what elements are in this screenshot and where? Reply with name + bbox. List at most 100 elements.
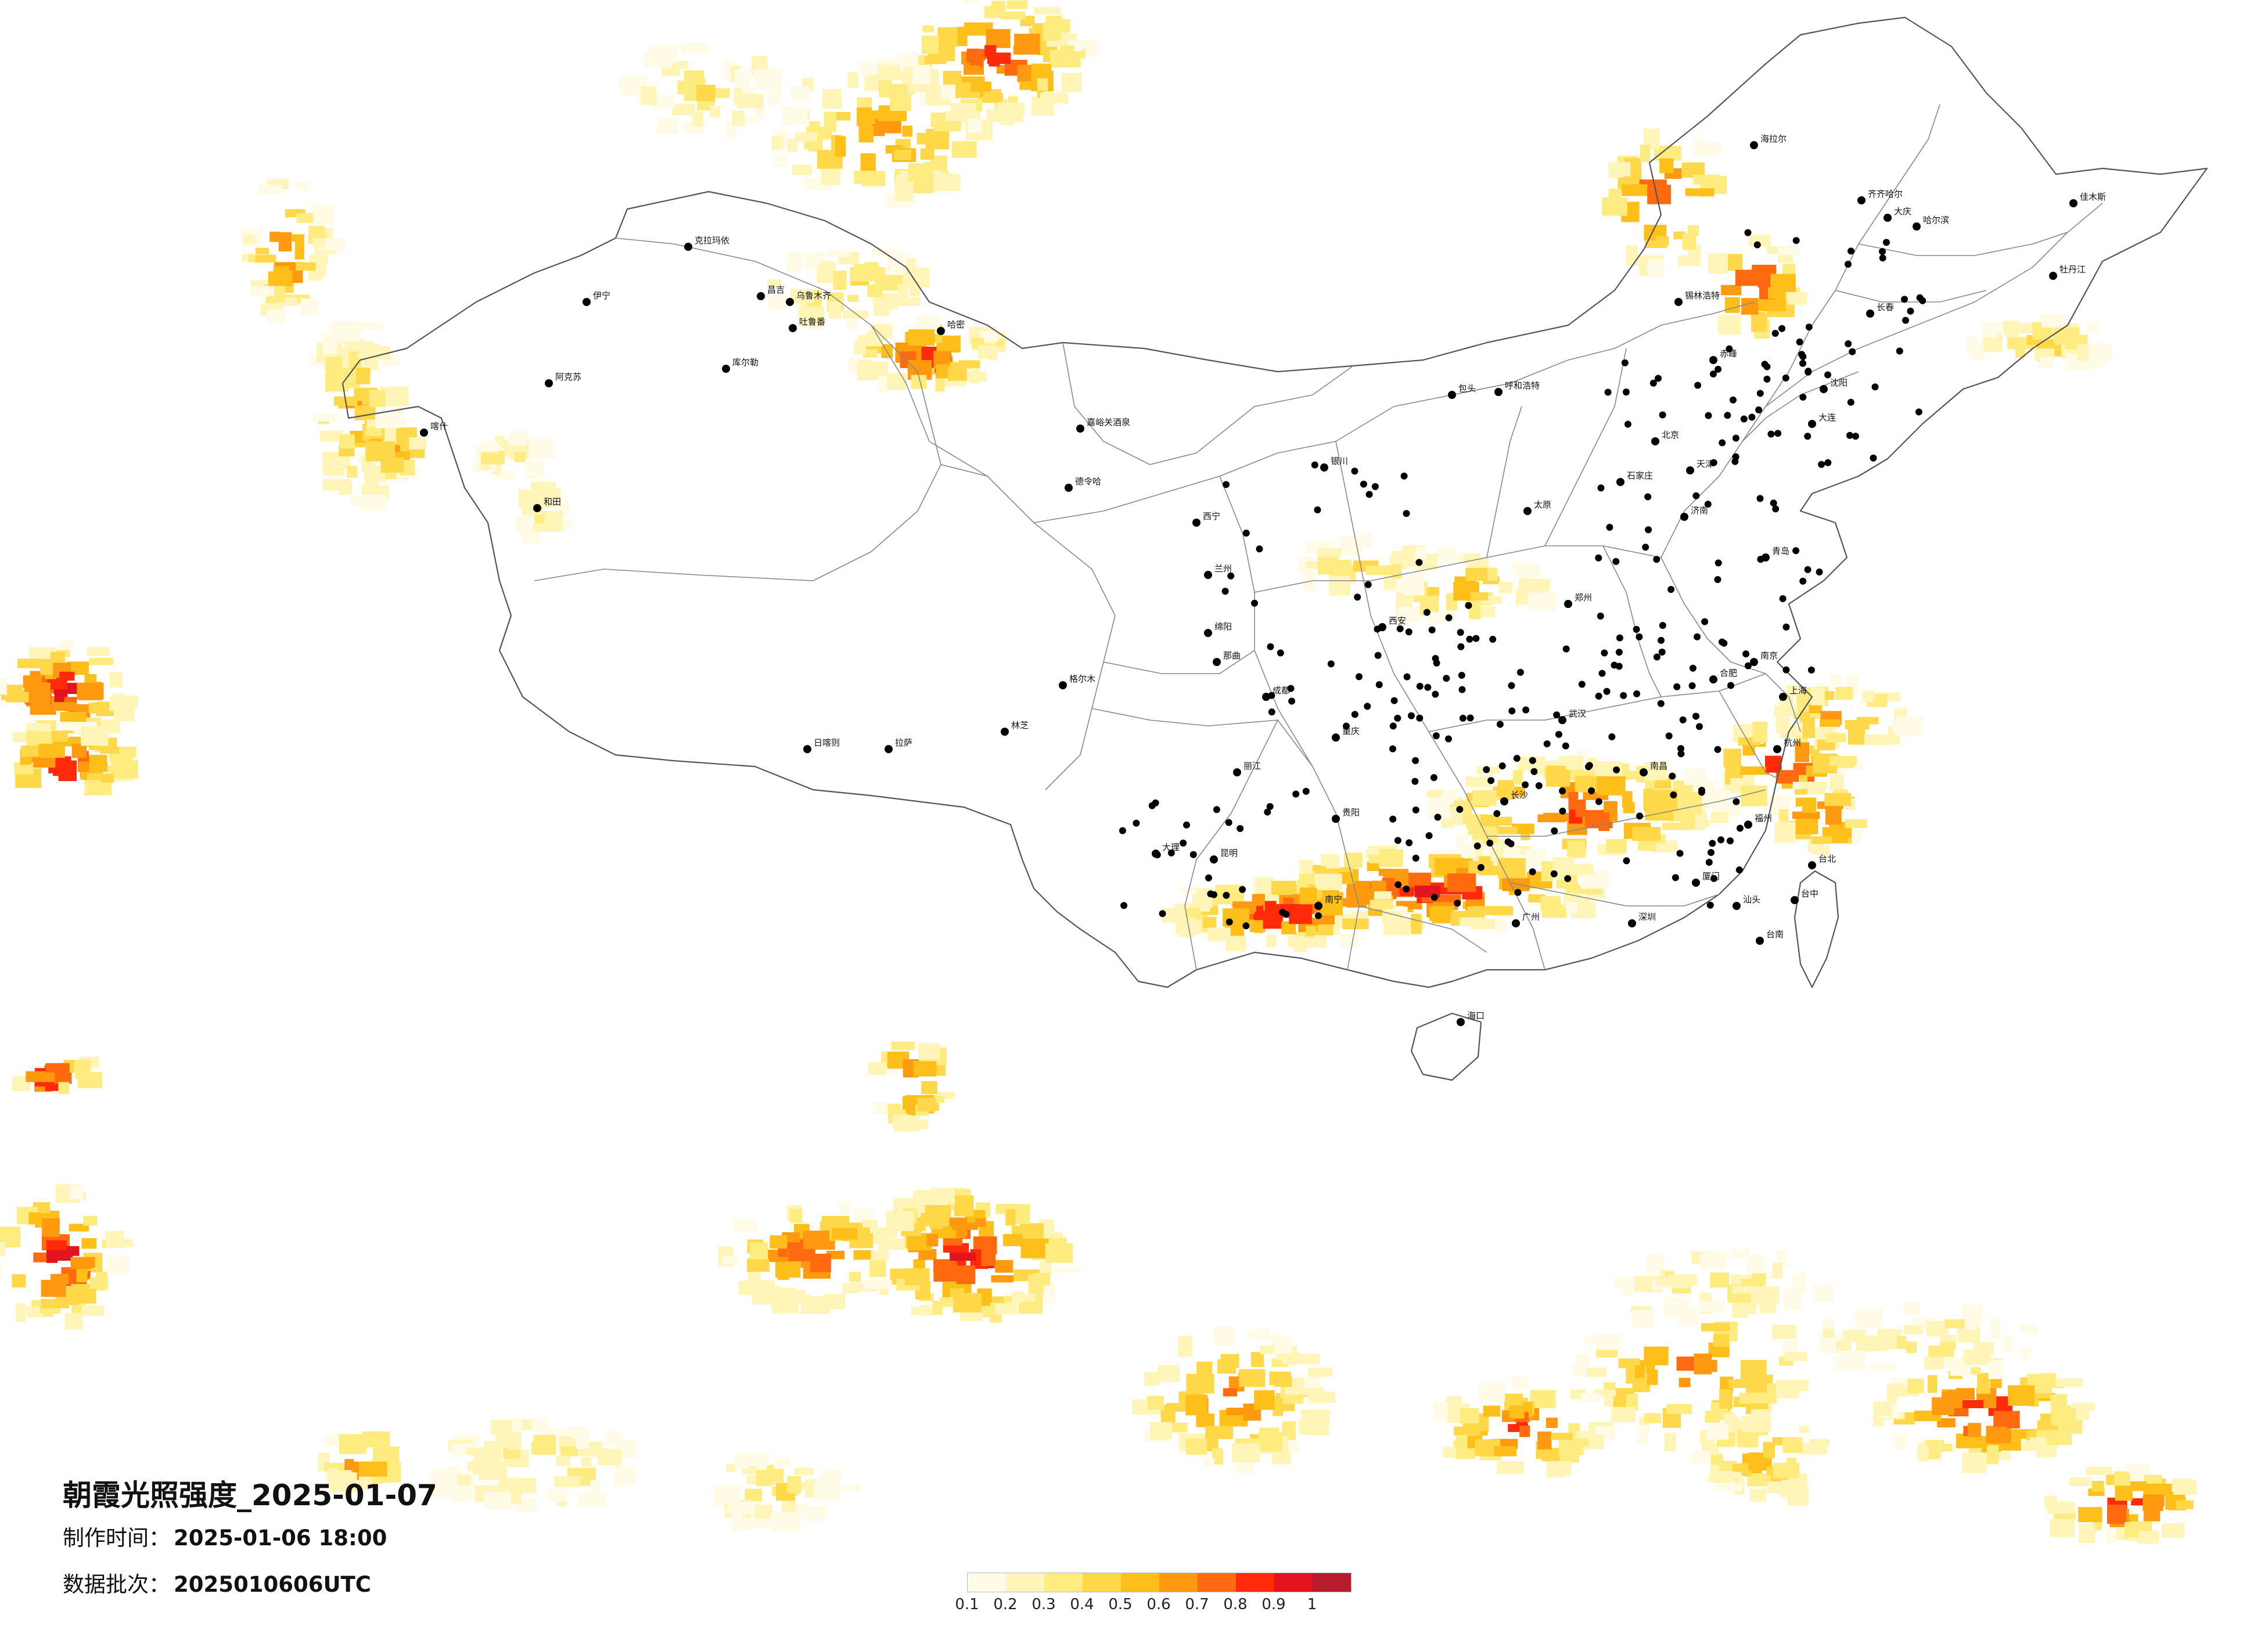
city-dot xyxy=(1804,566,1811,573)
intensity-cell xyxy=(2003,321,2016,333)
intensity-cell xyxy=(1052,1265,1080,1273)
intensity-cell xyxy=(294,239,304,260)
intensity-cell xyxy=(2086,1467,2112,1475)
city-dot xyxy=(1595,554,1602,562)
intensity-cell xyxy=(1610,165,1622,178)
intensity-cell xyxy=(1239,1369,1266,1387)
intensity-cell xyxy=(809,121,820,136)
city-label: 昆明 xyxy=(1220,848,1238,858)
city-marker: 石家庄 xyxy=(1616,470,1653,486)
intensity-cell xyxy=(1906,1341,1917,1353)
intensity-cell xyxy=(941,32,953,45)
intensity-cell xyxy=(457,1474,472,1485)
intensity-cell xyxy=(1766,756,1780,773)
city-label: 长沙 xyxy=(1511,790,1528,800)
intensity-cell xyxy=(2040,1373,2056,1388)
city-dot xyxy=(1457,629,1464,636)
city-dot xyxy=(1628,919,1636,927)
city-dot xyxy=(1644,493,1652,501)
city-dot xyxy=(1458,686,1466,693)
intensity-cell xyxy=(296,262,316,271)
intensity-cell xyxy=(1411,913,1422,934)
intensity-cell xyxy=(909,279,920,296)
production-time: 制作时间： 2025-01-06 18:00 xyxy=(63,1520,387,1552)
intensity-cell xyxy=(0,1242,5,1257)
intensity-cell xyxy=(1383,576,1397,589)
intensity-cell xyxy=(1967,336,1977,354)
intensity-cell xyxy=(598,1448,622,1465)
intensity-cell xyxy=(2050,1519,2075,1537)
city-label: 日喀则 xyxy=(814,738,840,748)
intensity-cell xyxy=(2143,1494,2165,1506)
city-dot xyxy=(1498,762,1506,769)
city-dot xyxy=(1615,649,1623,656)
city-label: 深圳 xyxy=(1638,912,1656,922)
intensity-cell xyxy=(1886,1385,1897,1404)
intensity-cell xyxy=(544,511,563,532)
intensity-cell xyxy=(1792,1273,1806,1294)
intensity-cell xyxy=(604,1431,621,1446)
intensity-cell xyxy=(1894,1434,1907,1450)
intensity-cell xyxy=(980,330,998,342)
intensity-cell xyxy=(53,1072,72,1084)
intensity-cell xyxy=(556,1455,570,1466)
intensity-cell xyxy=(940,84,956,99)
city-dot xyxy=(1774,430,1782,437)
intensity-cell xyxy=(1498,582,1513,593)
city-marker: 那曲 xyxy=(1213,650,1241,666)
intensity-cell xyxy=(948,1266,972,1279)
intensity-cell xyxy=(1963,1400,1984,1408)
intensity-cell xyxy=(1480,606,1496,617)
intensity-cell xyxy=(738,1280,752,1295)
legend-tick-label: 0.3 xyxy=(1031,1596,1056,1613)
city-dot xyxy=(1597,612,1604,620)
intensity-cell xyxy=(1317,924,1334,936)
intensity-cell xyxy=(1465,776,1492,787)
intensity-cell xyxy=(1795,742,1810,762)
intensity-cell xyxy=(2046,1434,2072,1445)
intensity-cell xyxy=(1253,920,1263,933)
intensity-cell xyxy=(26,1071,55,1082)
city-dot xyxy=(1677,750,1685,757)
intensity-cell xyxy=(1694,1353,1712,1375)
city-dot xyxy=(1434,814,1442,821)
city-marker: 佳木斯 xyxy=(2069,192,2106,207)
city-marker: 大庆 xyxy=(1884,206,1911,222)
city-marker: 大连 xyxy=(1808,412,1836,428)
intensity-cell xyxy=(526,438,555,459)
city-dot xyxy=(1430,894,1438,901)
city-dot xyxy=(1466,635,1473,643)
city-dot xyxy=(1808,861,1816,869)
intensity-cell xyxy=(83,1215,98,1226)
city-dot xyxy=(1778,325,1786,332)
intensity-cell xyxy=(89,657,113,665)
intensity-cell xyxy=(0,678,8,695)
city-dot xyxy=(1327,660,1335,668)
intensity-cell xyxy=(966,65,981,73)
intensity-cell xyxy=(1565,1438,1588,1447)
city-dot xyxy=(1559,787,1566,794)
city-dot xyxy=(1773,745,1781,753)
city-marker: 西宁 xyxy=(1192,511,1220,527)
intensity-cell xyxy=(409,437,427,449)
city-dot xyxy=(1562,742,1569,750)
city-dot xyxy=(1354,593,1361,601)
intensity-cell xyxy=(752,1285,781,1304)
intensity-cell xyxy=(1825,805,1842,825)
city-marker: 牡丹江 xyxy=(2049,264,2086,280)
city-marker: 成都 xyxy=(1262,685,1290,701)
legend-tick-label: 1 xyxy=(1307,1596,1317,1613)
intensity-cell xyxy=(1782,1437,1803,1454)
city-label: 大庆 xyxy=(1894,206,1911,217)
intensity-cell xyxy=(1537,814,1566,822)
intensity-cell xyxy=(1963,1349,1992,1365)
city-dot xyxy=(1857,196,1866,204)
intensity-cell xyxy=(1774,822,1796,843)
intensity-cell xyxy=(803,1231,830,1249)
city-dot xyxy=(1698,789,1705,796)
intensity-cell xyxy=(78,761,91,772)
city-dot xyxy=(1670,791,1677,798)
city-dot xyxy=(1227,572,1235,580)
intensity-cell xyxy=(71,743,87,758)
